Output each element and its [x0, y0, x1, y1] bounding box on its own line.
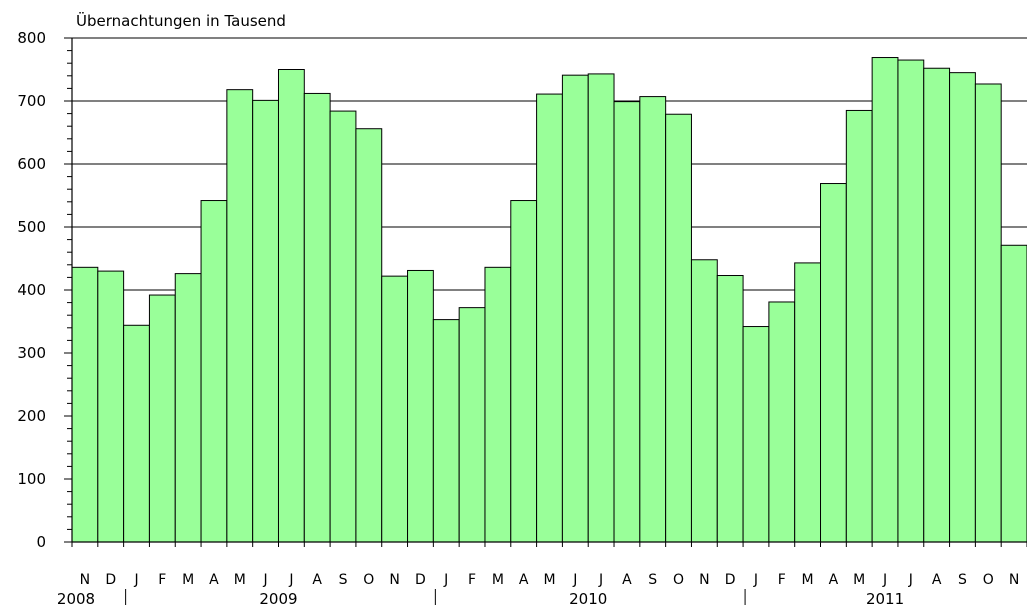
month-label: D — [415, 572, 426, 588]
bar — [536, 93, 563, 543]
bar — [252, 99, 279, 543]
month-label: A — [312, 572, 322, 588]
month-label: F — [778, 572, 786, 588]
bar — [226, 89, 254, 543]
year-label: 2009 — [259, 590, 297, 608]
month-label: M — [182, 572, 194, 588]
bar — [949, 72, 976, 543]
month-label: J — [443, 572, 448, 588]
y-tick-label: 100 — [17, 470, 46, 488]
bar — [768, 301, 796, 543]
month-label: S — [958, 572, 967, 588]
bar — [923, 67, 951, 543]
month-label: O — [983, 572, 994, 588]
y-tick-label: 800 — [17, 29, 46, 47]
month-label: N — [389, 572, 399, 588]
month-label: F — [158, 572, 166, 588]
year-label: 2011 — [866, 590, 904, 608]
bar — [432, 319, 460, 543]
y-tick-label: 700 — [17, 92, 46, 110]
month-label: J — [882, 572, 887, 588]
month-label: F — [468, 572, 476, 588]
y-tick-label: 0 — [36, 533, 46, 551]
bar — [174, 273, 202, 543]
bar — [871, 57, 899, 543]
y-tick-label: 600 — [17, 155, 46, 173]
bar — [458, 307, 486, 543]
month-label: A — [829, 572, 839, 588]
bar — [200, 200, 228, 543]
month-label: N — [699, 572, 709, 588]
month-label: O — [673, 572, 684, 588]
bar — [845, 109, 873, 543]
bar — [484, 266, 512, 543]
bar — [794, 262, 822, 543]
month-label: J — [572, 572, 577, 588]
month-label: M — [492, 572, 504, 588]
y-tick-label: 300 — [17, 344, 46, 362]
month-label: N — [80, 572, 90, 588]
month-label: D — [105, 572, 116, 588]
month-label: J — [753, 572, 758, 588]
month-label: A — [519, 572, 529, 588]
bars — [71, 57, 1027, 543]
y-tick-label: 500 — [17, 218, 46, 236]
bar — [148, 294, 176, 543]
bar — [820, 183, 847, 543]
bar — [561, 74, 589, 543]
bar — [123, 324, 150, 543]
bar — [510, 200, 538, 543]
month-label: A — [209, 572, 219, 588]
year-label: 2010 — [569, 590, 607, 608]
month-label: S — [339, 572, 348, 588]
month-label: J — [908, 572, 913, 588]
bar — [613, 101, 641, 543]
month-label: J — [598, 572, 603, 588]
bar — [407, 269, 434, 543]
year-label: 2008 — [57, 590, 95, 608]
bar — [897, 59, 925, 543]
month-label: M — [802, 572, 814, 588]
bar — [716, 275, 744, 543]
y-tick-label: 400 — [17, 281, 46, 299]
bar — [974, 83, 1002, 543]
month-label: N — [1009, 572, 1019, 588]
month-label: A — [932, 572, 942, 588]
bar — [587, 73, 615, 543]
bar — [71, 266, 99, 543]
y-axis-title: Übernachtungen in Tausend — [76, 11, 286, 30]
bar — [355, 128, 383, 543]
month-label: O — [363, 572, 374, 588]
month-label: J — [133, 572, 138, 588]
bar — [639, 96, 667, 543]
month-label: M — [853, 572, 865, 588]
month-label: D — [725, 572, 736, 588]
bar — [381, 275, 409, 543]
bar — [97, 270, 125, 543]
bar — [303, 92, 331, 543]
month-label: M — [234, 572, 246, 588]
bar — [329, 110, 357, 543]
bar — [1000, 244, 1027, 543]
year-labels: 2008 2009 2010 2011 — [57, 589, 904, 608]
bar — [742, 326, 770, 543]
month-label: M — [543, 572, 555, 588]
month-label: S — [648, 572, 657, 588]
y-ticks: 0 100 200 300 400 500 600 700 800 — [17, 29, 72, 551]
bar — [277, 69, 305, 543]
y-tick-label: 200 — [17, 407, 46, 425]
bar — [690, 259, 718, 543]
month-label: J — [288, 572, 293, 588]
bar — [665, 113, 692, 543]
month-label: A — [622, 572, 632, 588]
month-label: J — [263, 572, 268, 588]
